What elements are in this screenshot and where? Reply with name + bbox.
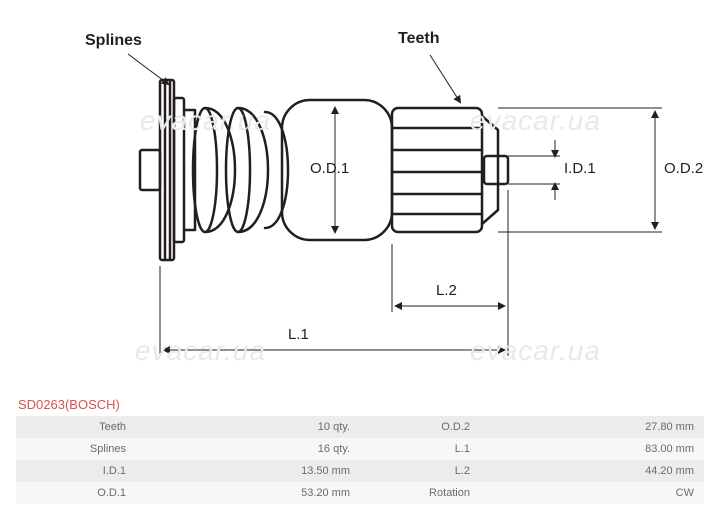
- spec-label: L.2: [360, 460, 480, 482]
- dim-l1: L.1: [288, 326, 309, 343]
- label-teeth: Teeth: [398, 30, 439, 48]
- spec-label: Rotation: [360, 482, 480, 504]
- label-splines: Splines: [85, 32, 142, 50]
- specs-table: Teeth 10 qty. O.D.2 27.80 mm Splines 16 …: [16, 416, 704, 504]
- spec-label: O.D.2: [360, 416, 480, 438]
- spec-value: 13.50 mm: [136, 460, 360, 482]
- dim-id1: I.D.1: [564, 160, 596, 177]
- technical-drawing: [0, 0, 720, 390]
- dim-l2: L.2: [436, 282, 457, 299]
- spec-value: 44.20 mm: [480, 460, 704, 482]
- spec-value: 83.00 mm: [480, 438, 704, 460]
- spec-value: 27.80 mm: [480, 416, 704, 438]
- spec-value: 16 qty.: [136, 438, 360, 460]
- spec-value: CW: [480, 482, 704, 504]
- spec-label: Splines: [16, 438, 136, 460]
- dim-od2: O.D.2: [664, 160, 703, 177]
- spec-value: 53.20 mm: [136, 482, 360, 504]
- dim-od1: O.D.1: [310, 160, 349, 177]
- table-row: I.D.1 13.50 mm L.2 44.20 mm: [16, 460, 704, 482]
- part-title: SD0263(BOSCH): [18, 397, 120, 412]
- spec-label: I.D.1: [16, 460, 136, 482]
- spec-label: L.1: [360, 438, 480, 460]
- table-row: Teeth 10 qty. O.D.2 27.80 mm: [16, 416, 704, 438]
- spec-label: O.D.1: [16, 482, 136, 504]
- diagram-area: Splines Teeth O.D.1 I.D.1 O.D.2 L.2 L.1: [0, 0, 720, 390]
- table-row: O.D.1 53.20 mm Rotation CW: [16, 482, 704, 504]
- table-row: Splines 16 qty. L.1 83.00 mm: [16, 438, 704, 460]
- spec-value: 10 qty.: [136, 416, 360, 438]
- spec-label: Teeth: [16, 416, 136, 438]
